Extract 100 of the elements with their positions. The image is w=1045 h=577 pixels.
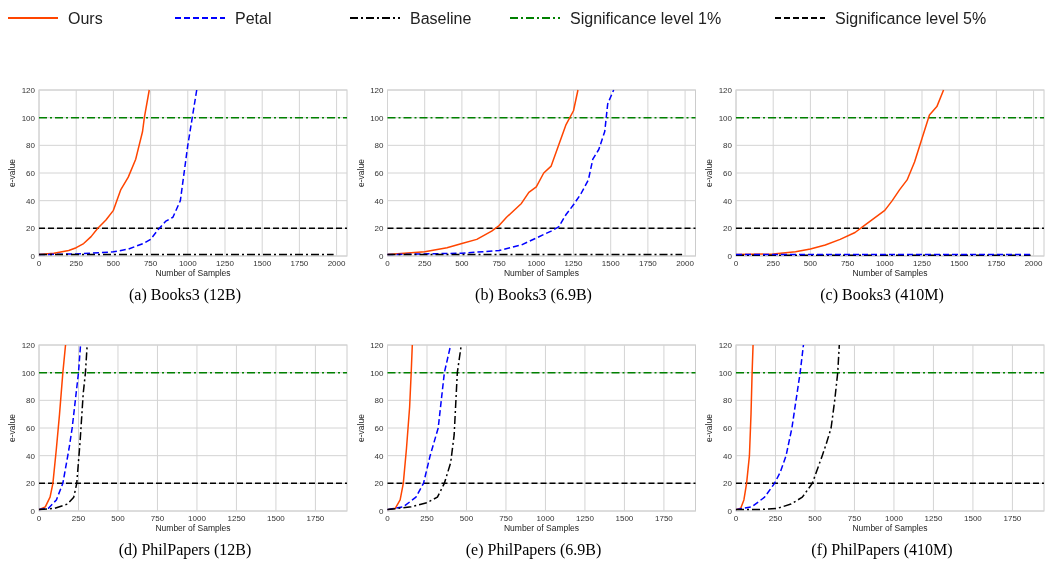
x-axis-title: Number of Samples [155, 268, 231, 278]
legend-label: Significance level 5% [835, 10, 987, 27]
x-tick-label: 1000 [188, 514, 207, 523]
x-axis-title: Number of Samples [503, 523, 580, 533]
legend-label: Significance level 1% [570, 10, 722, 27]
x-tick-label: 0 [36, 514, 42, 523]
y-tick-label: 80 [723, 141, 733, 151]
x-tick-label: 2000 [676, 259, 695, 268]
x-tick-label: 1250 [576, 514, 595, 523]
y-tick-label: 40 [723, 451, 733, 461]
x-tick-label: 1250 [227, 514, 246, 523]
y-tick-label: 120 [370, 86, 385, 95]
x-tick-label: 1500 [267, 514, 286, 523]
y-tick-label: 60 [374, 424, 385, 433]
y-axis-title: e-value [704, 158, 714, 187]
x-tick-label: 1000 [885, 514, 904, 523]
text: (a) Books3 (12B) [129, 286, 241, 304]
y-tick-label: 100 [370, 113, 385, 123]
text: (d) PhilPapers (12B) [118, 541, 252, 559]
y-tick-label: 60 [26, 169, 36, 178]
y-tick-label: 80 [374, 396, 385, 406]
x-tick-label: 500 [455, 259, 470, 268]
x-axis-title: Number of Samples [852, 523, 928, 533]
x-tick-label: 0 [733, 259, 739, 268]
legend-label: Ours [68, 10, 103, 27]
x-tick-label: 1750 [655, 514, 674, 523]
x-tick-label: 750 [143, 259, 158, 268]
y-tick-label: 20 [374, 224, 385, 234]
x-tick-label: 750 [847, 514, 862, 523]
text: (f) PhilPapers (410M) [811, 541, 953, 559]
x-tick-label: 750 [840, 259, 855, 268]
x-axis-title: Number of Samples [155, 523, 231, 533]
x-tick-label: 1750 [1003, 514, 1022, 523]
x-tick-label: 250 [768, 514, 783, 523]
y-tick-label: 20 [374, 479, 385, 489]
x-tick-label: 1500 [964, 514, 983, 523]
x-tick-label: 0 [385, 514, 391, 523]
y-tick-label: 20 [26, 479, 36, 489]
y-tick-label: 120 [718, 86, 733, 95]
y-tick-label: 20 [26, 224, 36, 234]
x-tick-label: 0 [385, 259, 391, 268]
text: (e) PhilPapers (6.9B) [465, 541, 602, 559]
x-tick-label: 2000 [327, 259, 347, 268]
x-axis-title: Number of Samples [852, 268, 928, 278]
y-tick-label: 40 [26, 451, 36, 461]
y-tick-label: 120 [21, 86, 36, 95]
y-tick-label: 100 [21, 368, 36, 378]
y-tick-label: 0 [727, 507, 733, 516]
y-tick-label: 20 [723, 224, 733, 234]
y-tick-label: 100 [21, 113, 36, 123]
x-axis-title: Number of Samples [503, 268, 580, 278]
y-tick-label: 80 [26, 396, 36, 406]
x-tick-label: 500 [803, 259, 818, 268]
x-tick-label: 1750 [306, 514, 325, 523]
y-axis-title: e-value [7, 413, 17, 442]
x-tick-label: 500 [106, 259, 121, 268]
y-tick-label: 60 [374, 169, 385, 178]
y-tick-label: 80 [374, 141, 385, 151]
x-tick-label: 1500 [950, 259, 969, 268]
x-tick-label: 250 [418, 259, 432, 268]
y-tick-label: 60 [723, 424, 733, 433]
y-tick-label: 0 [727, 252, 733, 261]
x-tick-label: 500 [808, 514, 823, 523]
x-tick-label: 250 [69, 259, 84, 268]
text: (c) Books3 (410M) [820, 286, 944, 304]
x-tick-label: 1750 [290, 259, 309, 268]
x-tick-label: 2000 [1024, 259, 1044, 268]
x-tick-label: 1000 [178, 259, 198, 268]
x-tick-label: 500 [459, 514, 474, 523]
y-tick-label: 120 [718, 341, 733, 350]
y-tick-label: 40 [723, 196, 733, 206]
x-tick-label: 250 [420, 514, 435, 523]
y-tick-label: 20 [723, 479, 733, 489]
x-tick-label: 1250 [924, 514, 943, 523]
y-tick-label: 80 [723, 396, 733, 406]
y-tick-label: 40 [374, 196, 385, 206]
x-tick-label: 750 [492, 259, 507, 268]
legend-label: Baseline [410, 10, 472, 27]
y-tick-label: 100 [718, 113, 733, 123]
y-axis-title: e-value [704, 413, 714, 442]
x-tick-label: 500 [111, 514, 126, 523]
y-tick-label: 120 [370, 341, 385, 350]
x-tick-label: 1250 [564, 259, 583, 268]
y-axis-title: e-value [355, 413, 366, 442]
x-tick-label: 0 [36, 259, 42, 268]
y-tick-label: 60 [723, 169, 733, 178]
x-tick-label: 0 [733, 514, 739, 523]
y-axis-title: e-value [355, 158, 366, 187]
x-tick-label: 1750 [987, 259, 1006, 268]
x-tick-label: 1750 [638, 259, 658, 268]
y-tick-label: 40 [26, 196, 36, 206]
y-tick-label: 100 [718, 368, 733, 378]
x-tick-label: 1500 [601, 259, 621, 268]
y-tick-label: 0 [379, 507, 385, 516]
y-tick-label: 80 [26, 141, 36, 151]
y-tick-label: 40 [374, 451, 385, 461]
x-tick-label: 250 [71, 514, 86, 523]
x-tick-label: 750 [150, 514, 165, 523]
text: (b) Books3 (6.9B) [475, 286, 592, 304]
y-tick-label: 120 [21, 341, 36, 350]
